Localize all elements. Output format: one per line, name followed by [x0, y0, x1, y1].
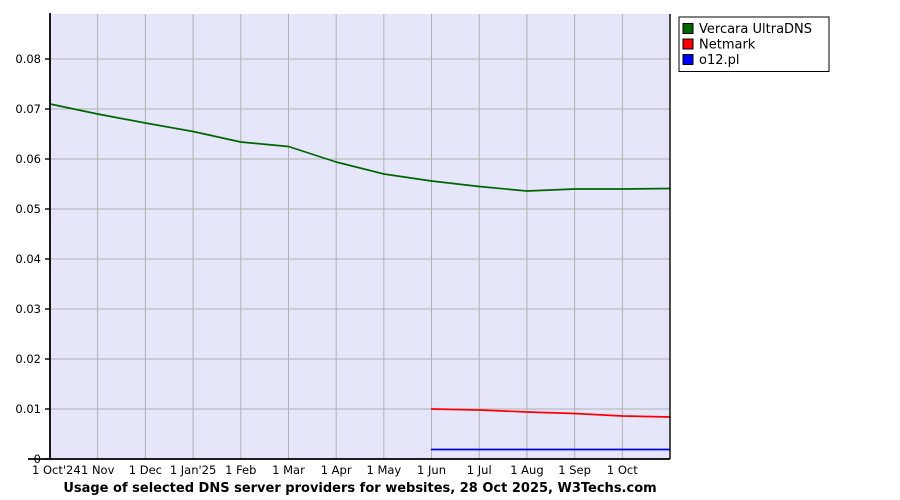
x-axis-tick-label: 1 Apr [321, 463, 352, 477]
y-axis-tick-label: 0.01 [15, 402, 41, 416]
x-axis-tick-label: 1 Mar [272, 463, 305, 477]
legend-label-1: Vercara UltraDNS [699, 22, 812, 37]
legend-label-3: o12.pl [699, 53, 740, 68]
x-axis-tick-label: 1 Sep [558, 463, 591, 477]
x-axis-tick-label: 1 May [366, 463, 401, 477]
y-axis-tick-label: 0.04 [15, 252, 41, 266]
chart-caption: Usage of selected DNS server providers f… [63, 481, 656, 496]
y-axis-tick-label: 0.08 [15, 52, 41, 66]
x-axis-tick-label: 1 Jun [417, 463, 446, 477]
x-axis-tick-label: 1 Jul [467, 463, 492, 477]
series-line [49, 103, 671, 192]
x-axis-tick-label: 1 Dec [129, 463, 162, 477]
y-axis-tick-label: 0.07 [15, 102, 41, 116]
x-axis-tick-label: 1 Jan'25 [170, 463, 217, 477]
y-axis-tick-label: 0.05 [15, 202, 41, 216]
y-axis-labels: 00.010.020.030.040.050.060.070.08 [15, 52, 41, 466]
plot-background [50, 14, 670, 459]
legend-swatch-3 [682, 54, 694, 65]
x-axis-tick-label: 1 Oct'24 [32, 463, 81, 477]
x-axis-tick-label: 1 Feb [225, 463, 256, 477]
y-axis-tick-label: 0.02 [15, 352, 41, 366]
x-axis-tick-label: 1 Oct [607, 463, 638, 477]
series-line [430, 408, 671, 418]
x-axis-labels: 1 Oct'24 1 Nov 1 Dec 1 Jan'25 1 Feb 1 Mar 1 Ap… [32, 463, 638, 477]
legend-label-2: Netmark [699, 38, 756, 53]
y-axis-tick-label: 0.03 [15, 302, 41, 316]
legend-swatch-1 [682, 23, 694, 34]
x-axis-tick-label: 1 Nov [81, 463, 115, 477]
axis-lines [28, 13, 671, 460]
x-axis-tick-label: 1 Aug [510, 463, 543, 477]
y-axis-tick-label: 0.06 [15, 152, 41, 166]
legend-box [678, 16, 830, 72]
legend-swatch-2 [682, 38, 694, 50]
series-lines [49, 103, 671, 451]
grid-lines [50, 14, 670, 459]
